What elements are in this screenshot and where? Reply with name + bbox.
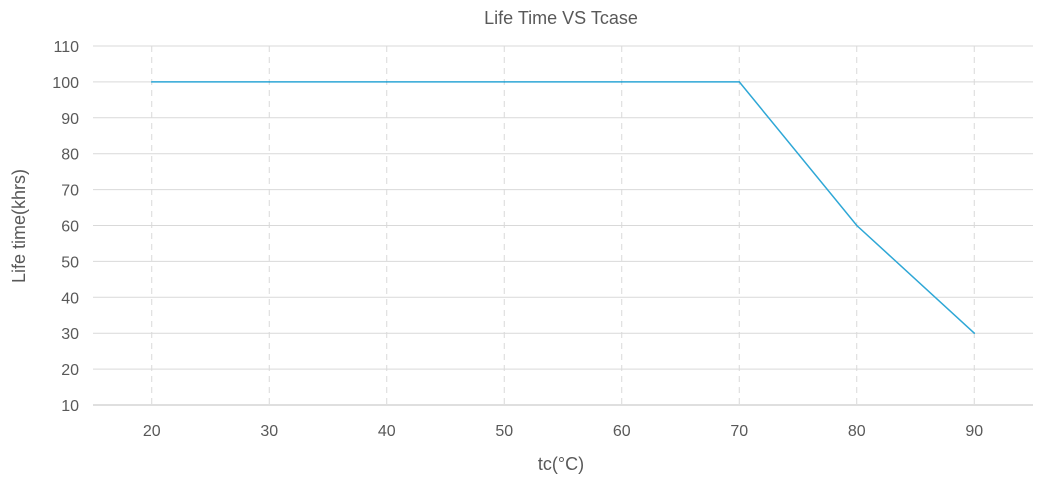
grid-layer — [93, 45, 1033, 405]
series-layer — [150, 81, 976, 335]
y-tick-label: 70 — [61, 183, 79, 200]
x-tick-label: 60 — [613, 423, 631, 440]
x-axis-title: tc(°C) — [538, 454, 584, 474]
data-point — [620, 81, 623, 83]
x-tick-label: 70 — [730, 423, 748, 440]
data-point — [503, 81, 506, 83]
series-line — [151, 81, 975, 334]
chart-title: Life Time VS Tcase — [484, 8, 638, 28]
data-point — [385, 81, 388, 83]
x-tick-label: 30 — [260, 423, 278, 440]
data-point — [738, 81, 741, 83]
data-point — [150, 81, 153, 83]
x-tick-label: 90 — [965, 423, 983, 440]
axis-layer: 10 20 30 40 50 60 70 80 90 100 110 20 30 40 50 60 70 80 90 — [52, 39, 1033, 440]
x-tick-label: 40 — [378, 423, 396, 440]
data-point — [855, 224, 858, 227]
y-tick-label: 80 — [61, 147, 79, 164]
y-tick-label: 60 — [61, 219, 79, 236]
data-point — [973, 332, 976, 335]
x-tick-label: 80 — [848, 423, 866, 440]
y-tick-label: 20 — [61, 362, 79, 379]
y-tick-label: 90 — [61, 111, 79, 128]
y-tick-label: 100 — [52, 75, 79, 92]
data-point — [268, 81, 271, 83]
y-tick-label: 10 — [61, 398, 79, 415]
y-tick-label: 110 — [53, 39, 79, 56]
y-tick-label: 40 — [61, 290, 79, 307]
x-tick-label: 50 — [495, 423, 513, 440]
y-axis-title: Life time(khrs) — [9, 169, 29, 283]
y-tick-label: 30 — [61, 326, 79, 343]
y-tick-label: 50 — [61, 254, 79, 271]
x-tick-label: 20 — [143, 423, 161, 440]
